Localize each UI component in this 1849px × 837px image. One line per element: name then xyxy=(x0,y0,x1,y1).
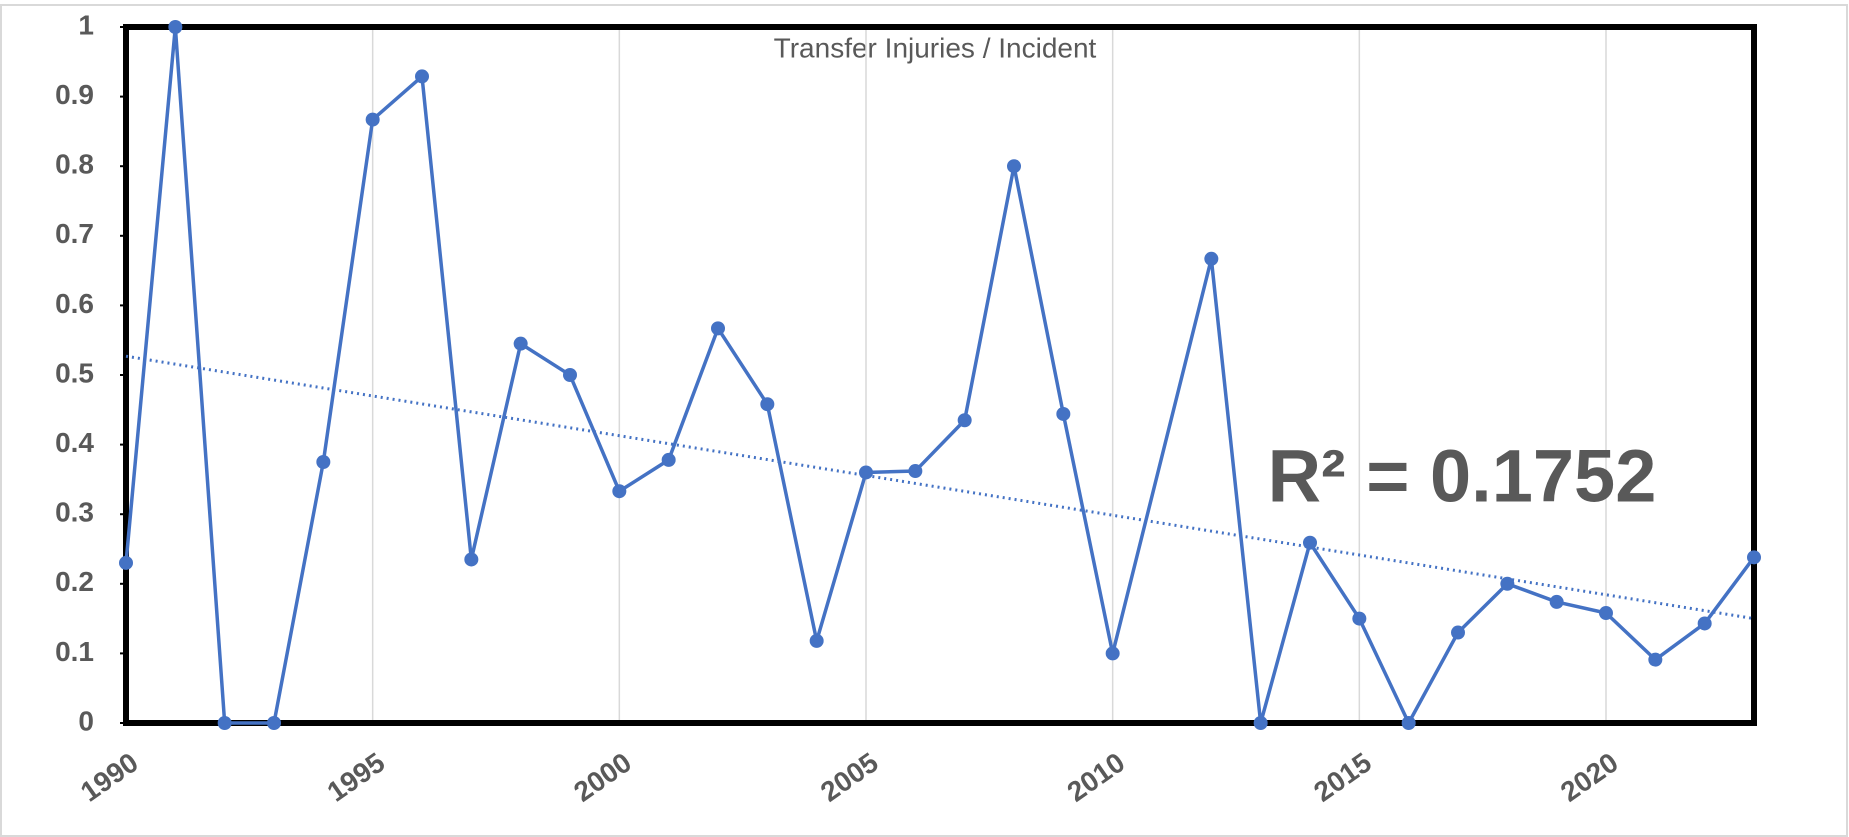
y-tick-label: 0.5 xyxy=(55,357,94,388)
y-tick-label: 0.1 xyxy=(55,636,94,667)
plot-border xyxy=(123,24,1757,726)
data-point xyxy=(612,484,627,499)
data-point xyxy=(1500,576,1515,591)
data-point xyxy=(1697,616,1712,631)
data-point xyxy=(957,413,972,428)
y-tick-label: 0.7 xyxy=(55,218,94,249)
data-point xyxy=(316,455,331,469)
data-point xyxy=(661,452,676,467)
data-point xyxy=(760,397,775,412)
y-tick-label: 0.3 xyxy=(55,497,94,528)
y-tick-label: 0 xyxy=(78,705,94,736)
data-point xyxy=(217,716,232,730)
data-point xyxy=(1648,652,1663,667)
data-point xyxy=(267,716,281,730)
y-tick-label: 0.9 xyxy=(55,79,94,110)
data-point xyxy=(1401,716,1416,730)
data-point xyxy=(415,69,429,84)
r-squared: R² = 0.1752 xyxy=(1268,435,1657,518)
y-tick-label: 0.4 xyxy=(55,427,94,458)
y-tick-label: 0.6 xyxy=(55,288,94,319)
data-point xyxy=(1747,550,1761,565)
data-point xyxy=(1105,646,1120,661)
x-tick-label: 2020 xyxy=(1555,747,1624,808)
data-point xyxy=(1549,594,1564,609)
chart-frame xyxy=(0,4,1848,837)
data-point xyxy=(908,464,923,479)
data-point xyxy=(1451,625,1465,640)
x-tick-label: 2000 xyxy=(568,747,637,808)
x-tick-label: 2005 xyxy=(815,747,884,808)
data-point xyxy=(809,633,824,648)
trendline xyxy=(125,354,1755,621)
chart-title: Transfer Injuries / Incident xyxy=(774,32,1097,63)
data-point xyxy=(711,321,725,336)
data-point xyxy=(859,465,873,480)
y-tick-label: 1 xyxy=(78,9,94,40)
data-point xyxy=(119,555,133,570)
data-point xyxy=(1352,611,1367,626)
y-tick-label: 0.2 xyxy=(55,566,94,597)
x-tick-label: 1995 xyxy=(322,747,391,808)
data-point xyxy=(168,20,183,34)
x-tick-label: 2010 xyxy=(1062,747,1131,808)
data-point xyxy=(563,368,577,382)
y-tick-label: 0.8 xyxy=(55,149,94,180)
data-point xyxy=(365,112,380,127)
data-point xyxy=(464,552,479,567)
data-point xyxy=(513,336,528,351)
data-line xyxy=(124,26,1756,727)
x-tick-label: 2015 xyxy=(1308,747,1377,808)
x-tick-label: 1990 xyxy=(75,747,144,808)
data-point xyxy=(1204,251,1219,266)
data-point xyxy=(1007,159,1021,174)
data-point xyxy=(1303,535,1317,550)
data-point xyxy=(1599,606,1613,621)
data-point xyxy=(1253,716,1268,730)
data-point xyxy=(1056,406,1071,421)
